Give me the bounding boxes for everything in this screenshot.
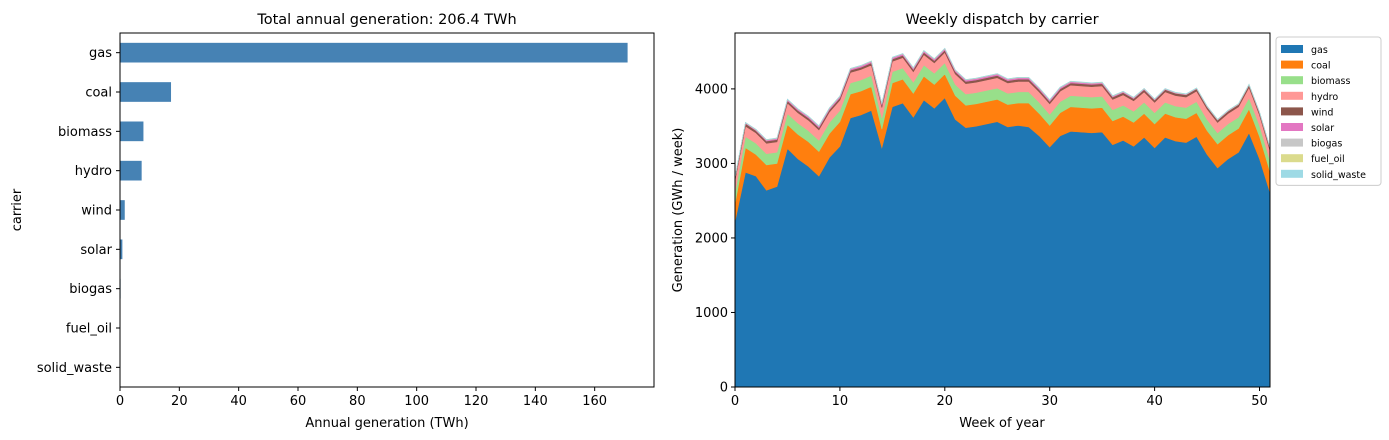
area-group xyxy=(734,47,1271,388)
legend-label: hydro xyxy=(1311,92,1338,103)
y-tick-label: solid_waste xyxy=(37,361,112,376)
x-tick-label: 10 xyxy=(832,394,849,409)
chart-title: Total annual generation: 206.4 TWh xyxy=(256,12,516,28)
x-tick-label: 40 xyxy=(1146,394,1163,409)
annual-generation-chart: Total annual generation: 206.4 TWh 0 20 40… xyxy=(10,12,655,431)
x-tick-label: 40 xyxy=(230,394,247,409)
legend: gas coal biomass hydro wind solar biogas fuel_o… xyxy=(1275,36,1382,186)
y-tick-label: fuel_oil xyxy=(66,322,112,337)
y-tick-label: 1000 xyxy=(695,306,728,321)
x-tick-label: 20 xyxy=(937,394,954,409)
x-tick-label: 80 xyxy=(349,394,366,409)
y-axis-label: carrier xyxy=(10,188,25,231)
legend-swatch-hydro xyxy=(1281,91,1303,100)
y-tick-label: biogas xyxy=(69,282,112,297)
weekly-dispatch-chart: Weekly dispatch by carrier 0 10 20 30 40 50 0… xyxy=(671,12,1382,431)
legend-label: solid_waste xyxy=(1311,170,1366,181)
bar-wind xyxy=(120,200,125,220)
x-tick-label: 30 xyxy=(1041,394,1058,409)
x-tick-label: 0 xyxy=(731,394,739,409)
x-axis-label: Week of year xyxy=(959,416,1045,431)
legend-label: biomass xyxy=(1311,76,1351,87)
legend-swatch-biogas xyxy=(1281,138,1303,147)
x-tick-label: 50 xyxy=(1251,394,1268,409)
y-tick-label: gas xyxy=(89,46,112,61)
y-axis-ticks: 0 1000 2000 3000 4000 xyxy=(695,82,735,396)
y-tick-label: hydro xyxy=(75,164,112,179)
legend-label: biogas xyxy=(1311,139,1342,150)
x-tick-label: 60 xyxy=(290,394,307,409)
legend-label: wind xyxy=(1311,107,1333,118)
y-tick-label: solar xyxy=(80,243,112,258)
legend-frame xyxy=(1275,36,1382,186)
bar-biomass xyxy=(120,121,144,142)
y-axis-label: Generation (GWh / week) xyxy=(671,128,686,293)
x-axis-ticks: 0 20 40 60 80 100 120 140 160 xyxy=(116,387,607,409)
legend-label: fuel_oil xyxy=(1311,154,1345,165)
y-tick-label: 0 xyxy=(720,381,728,396)
x-axis-label: Annual generation (TWh) xyxy=(305,416,468,431)
chart-title: Weekly dispatch by carrier xyxy=(905,12,1098,28)
legend-swatch-coal xyxy=(1281,60,1303,69)
y-tick-label: biomass xyxy=(58,125,112,140)
legend-swatch-wind xyxy=(1281,107,1303,116)
y-axis-ticks: gas coal biomass hydro wind solar biogas fuel_o… xyxy=(37,46,120,376)
x-tick-label: 160 xyxy=(582,394,607,409)
bar-solar xyxy=(120,239,123,260)
legend-swatch-solid_waste xyxy=(1281,169,1303,178)
x-axis-ticks: 0 10 20 30 40 50 xyxy=(731,387,1268,409)
y-tick-label: 2000 xyxy=(695,231,728,246)
legend-swatch-biomass xyxy=(1281,76,1303,85)
y-tick-label: wind xyxy=(81,204,112,219)
legend-label: gas xyxy=(1311,45,1328,56)
legend-swatch-fuel_oil xyxy=(1281,154,1303,163)
y-tick-label: 4000 xyxy=(695,82,728,97)
legend-swatch-gas xyxy=(1281,45,1303,53)
y-tick-label: coal xyxy=(85,86,112,101)
legend-swatch-solar xyxy=(1281,123,1303,131)
legend-label: coal xyxy=(1311,61,1331,72)
bar-gas xyxy=(120,42,628,63)
x-tick-label: 140 xyxy=(523,394,548,409)
x-tick-label: 0 xyxy=(116,394,124,409)
y-tick-label: 3000 xyxy=(695,157,728,172)
legend-label: solar xyxy=(1311,123,1334,134)
x-tick-label: 100 xyxy=(404,394,429,409)
x-tick-label: 20 xyxy=(171,394,188,409)
bar-hydro xyxy=(120,160,142,181)
bar-coal xyxy=(120,82,172,102)
plot-frame xyxy=(734,32,1271,388)
x-tick-label: 120 xyxy=(464,394,489,409)
